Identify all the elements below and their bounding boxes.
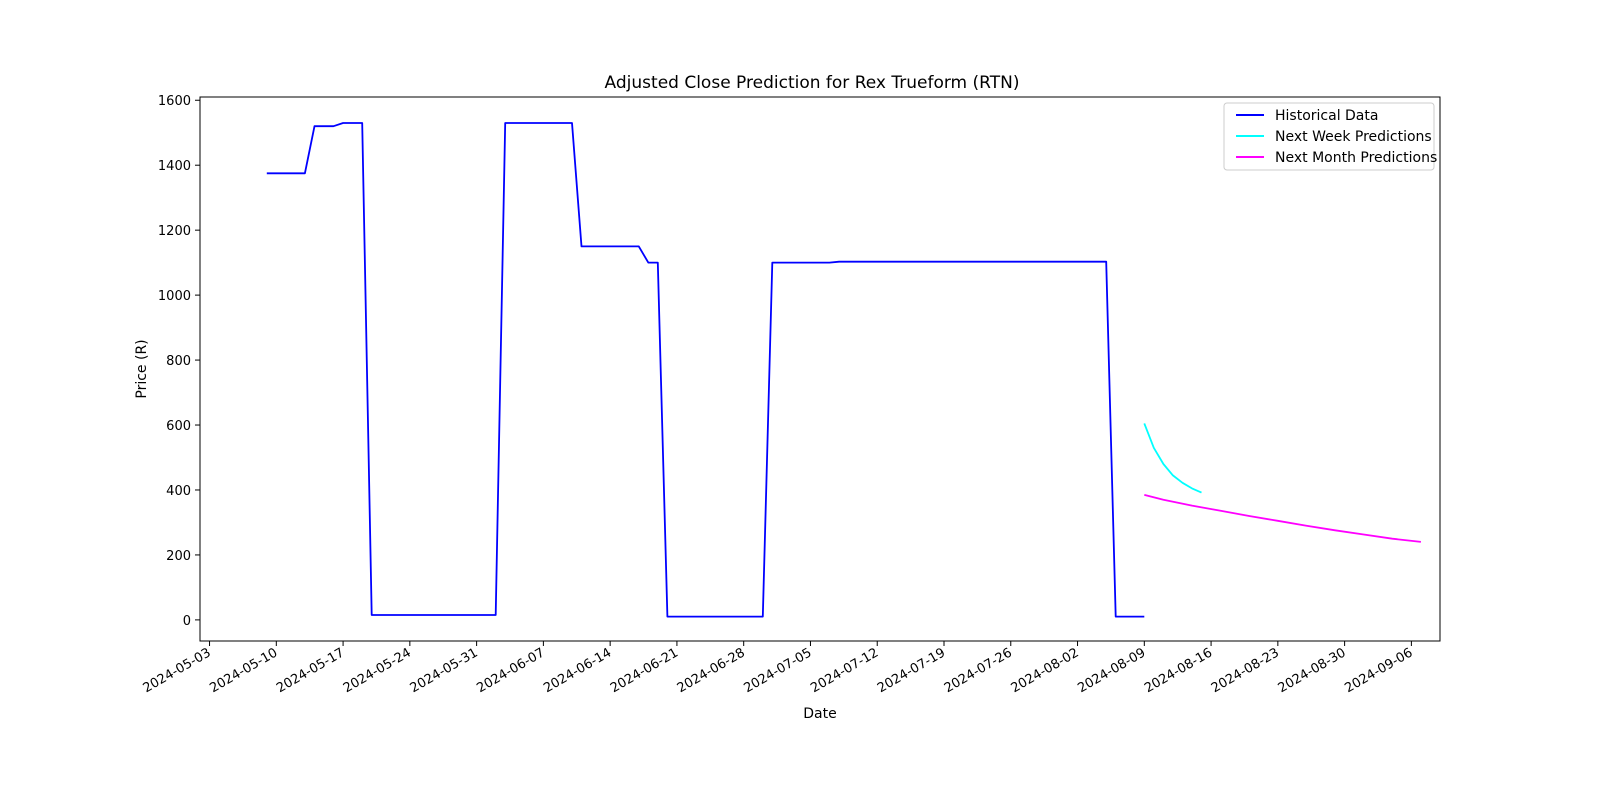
x-tick-label: 2024-06-14 — [541, 645, 614, 696]
legend-label: Next Week Predictions — [1275, 129, 1432, 145]
series-line-0 — [266, 122, 1145, 618]
x-tick-label: 2024-08-23 — [1209, 645, 1282, 696]
x-tick-label: 2024-08-16 — [1142, 645, 1215, 696]
y-axis-title: Price (R) — [134, 339, 150, 398]
y-axis: 0 200 400 600 800 1000 1200 1400 1600 — [158, 94, 200, 629]
y-tick-label: 1400 — [158, 159, 191, 174]
x-tick-label: 2024-05-10 — [207, 645, 280, 696]
x-axis-title: Date — [803, 706, 836, 722]
y-tick-label: 600 — [166, 419, 191, 434]
x-tick-label: 2024-08-09 — [1075, 645, 1148, 696]
x-tick-label: 2024-07-12 — [808, 645, 881, 696]
x-tick-label: 2024-09-06 — [1342, 645, 1415, 696]
y-tick-label: 200 — [166, 549, 191, 564]
x-tick-label: 2024-05-03 — [141, 645, 214, 696]
legend-label: Historical Data — [1275, 108, 1378, 124]
series-line-2 — [1144, 494, 1422, 543]
y-tick-label: 800 — [166, 354, 191, 369]
x-tick-label: 2024-07-05 — [742, 645, 815, 696]
x-tick-label: 2024-05-31 — [408, 645, 481, 696]
legend-label: Next Month Predictions — [1275, 150, 1437, 166]
x-tick-label: 2024-07-26 — [942, 645, 1015, 696]
x-axis: 2024-05-032024-05-102024-05-172024-05-24… — [141, 641, 1415, 696]
x-tick-label: 2024-08-30 — [1276, 645, 1349, 696]
y-tick-label: 1200 — [158, 224, 191, 239]
chart-title: Adjusted Close Prediction for Rex Truefo… — [605, 73, 1020, 93]
series-lines — [266, 122, 1422, 618]
x-tick-label: 2024-06-28 — [675, 645, 748, 696]
series-line-1 — [1143, 423, 1202, 494]
legend: Historical Data Next Week Predictions Next… — [1223, 102, 1437, 171]
x-tick-label: 2024-05-17 — [274, 645, 347, 696]
y-tick-label: 1600 — [158, 94, 191, 109]
legend-box — [1223, 102, 1435, 171]
x-tick-label: 2024-07-19 — [875, 645, 948, 696]
plot-area — [199, 96, 1441, 642]
y-tick-label: 1000 — [158, 289, 191, 304]
x-tick-label: 2024-05-24 — [341, 645, 414, 696]
x-tick-label: 2024-06-21 — [608, 645, 681, 696]
x-tick-label: 2024-08-02 — [1009, 645, 1082, 696]
y-tick-label: 400 — [166, 484, 191, 499]
y-tick-label: 0 — [183, 614, 191, 629]
x-tick-label: 2024-06-07 — [474, 645, 547, 696]
